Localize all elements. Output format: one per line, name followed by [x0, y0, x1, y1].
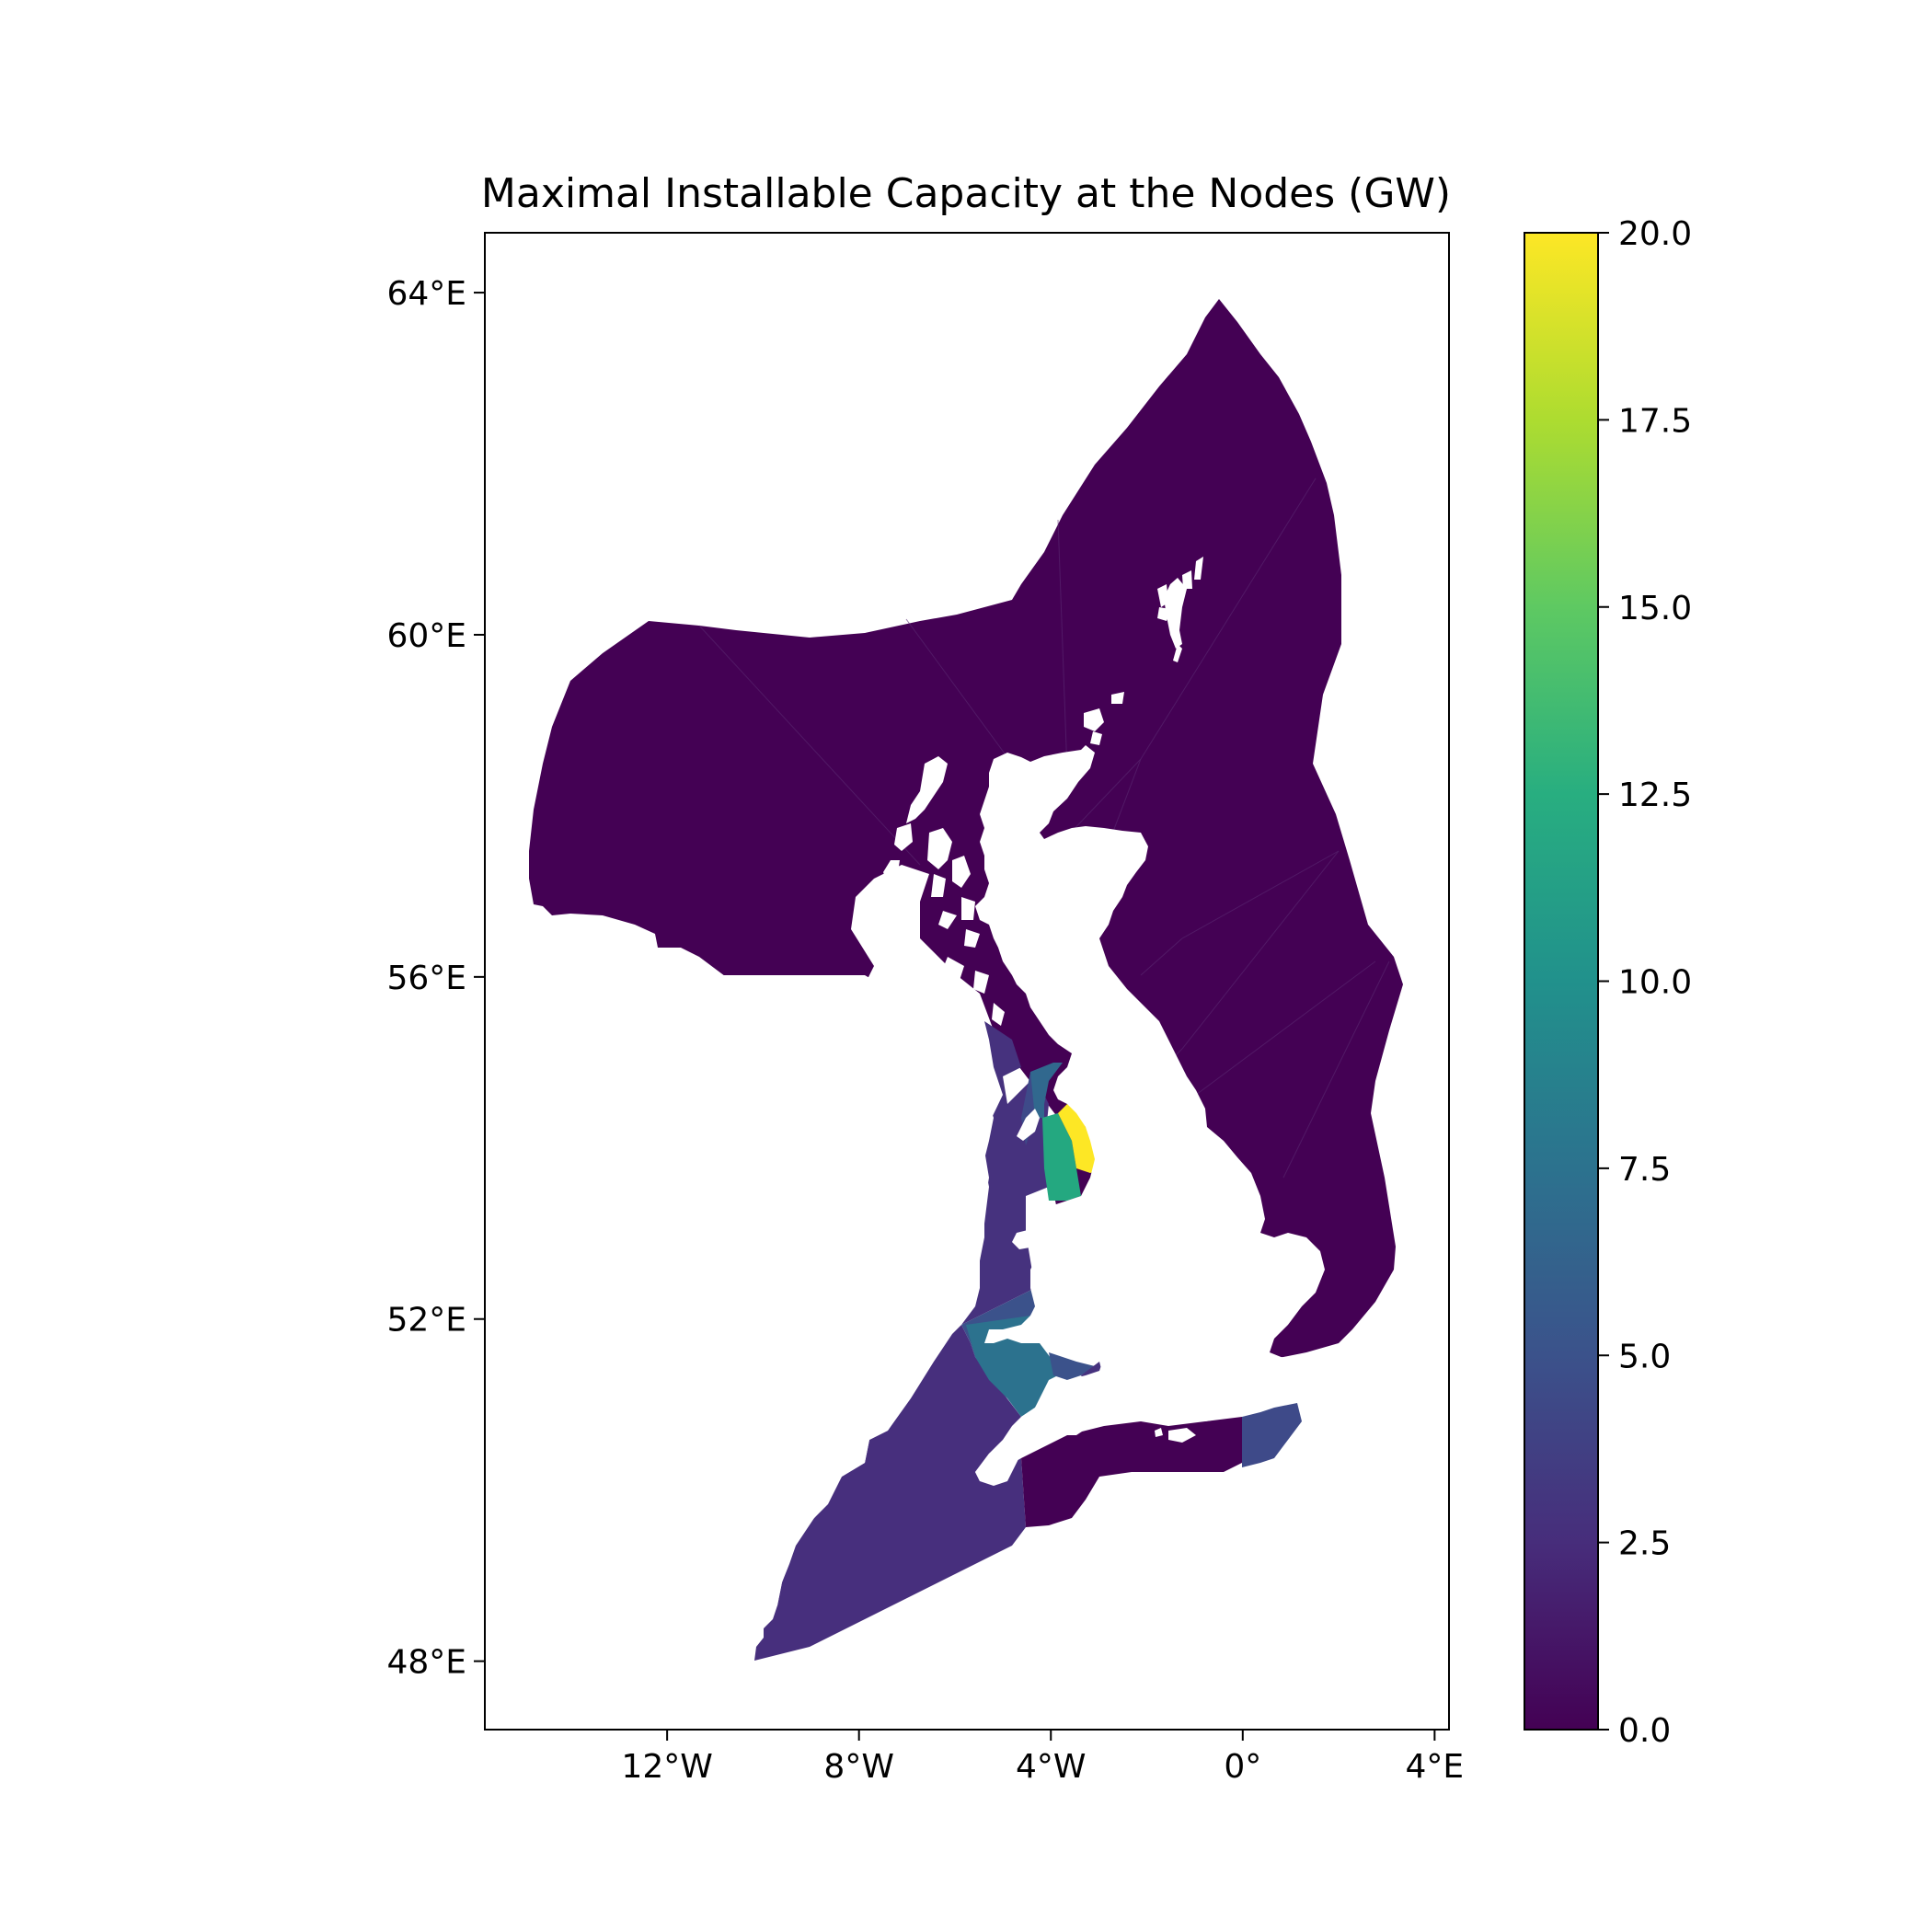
y-tick-label: 60°E [386, 617, 466, 655]
region-bristol-channel-inner [1049, 1352, 1095, 1380]
land-anglesey [1012, 1228, 1044, 1249]
colorbar-ticks: 0.0 2.5 5.0 7.5 10.0 12.5 15.0 17.5 20.0 [1598, 215, 1692, 1750]
colorbar-tick-label: 10.0 [1618, 964, 1692, 1002]
land-channel-islands [1155, 1428, 1163, 1437]
colorbar-tick-label: 12.5 [1618, 776, 1692, 814]
y-tick-label: 56°E [386, 960, 466, 997]
land-great-britain [975, 745, 1325, 1486]
chart-title: Maximal Installable Capacity at the Node… [481, 170, 1451, 217]
colorbar [1524, 232, 1599, 1731]
region-english-channel [1021, 1417, 1242, 1527]
region-morecambe-bay [1058, 1104, 1104, 1173]
map-plot-area [485, 299, 1403, 1661]
land-northern-ireland [869, 1035, 994, 1164]
land-isle-of-wight [1168, 1428, 1196, 1443]
x-tick-label: 4°W [1016, 1748, 1087, 1786]
colorbar-tick-label: 17.5 [1618, 402, 1692, 440]
land-hebrides [883, 756, 1005, 1056]
region-celtic-sea [754, 1325, 1026, 1661]
y-tick-label: 52°E [386, 1302, 466, 1340]
land-isle-of-man [1017, 1109, 1040, 1141]
region-liverpool-bay [1042, 1113, 1081, 1201]
x-tick-label: 4°E [1406, 1748, 1465, 1786]
colorbar-tick-label: 20.0 [1618, 215, 1692, 253]
x-axis: 12°W 8°W 4°W 0° 4°E [621, 1730, 1464, 1786]
region-solway-firth [1030, 1063, 1063, 1118]
land-ireland-west [485, 975, 989, 1647]
map-frame [484, 232, 1450, 1731]
land-shetland [1157, 557, 1203, 662]
colorbar-tick-label: 5.0 [1618, 1338, 1671, 1375]
x-tick-label: 12°W [621, 1748, 712, 1786]
land-orkney [1084, 692, 1124, 745]
x-tick-label: 0° [1224, 1748, 1261, 1786]
y-tick-label: 48°E [386, 1644, 466, 1682]
colorbar-tick-label: 2.5 [1618, 1525, 1671, 1563]
y-tick-label: 64°E [386, 275, 466, 313]
colorbar-tick-label: 0.0 [1618, 1712, 1671, 1750]
colorbar-tick-label: 7.5 [1618, 1151, 1671, 1189]
region-dover-strait [1242, 1403, 1302, 1467]
colorbar-tick-label: 15.0 [1618, 590, 1692, 627]
y-axis: 64°E 60°E 56°E 52°E 48°E [386, 275, 485, 1682]
x-tick-label: 8°W [823, 1748, 894, 1786]
